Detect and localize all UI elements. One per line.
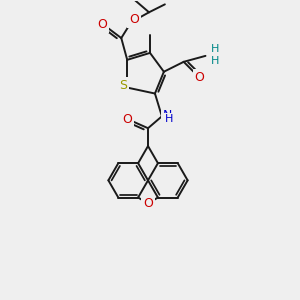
- Text: O: O: [143, 197, 153, 210]
- Text: H: H: [211, 44, 220, 54]
- Text: O: O: [195, 71, 205, 84]
- Text: H: H: [211, 56, 220, 66]
- Text: O: O: [98, 18, 107, 31]
- Text: O: O: [122, 113, 132, 126]
- Text: N: N: [163, 109, 172, 122]
- Text: H: H: [165, 114, 173, 124]
- Text: S: S: [119, 79, 127, 92]
- Text: O: O: [129, 13, 139, 26]
- Text: N: N: [208, 48, 218, 62]
